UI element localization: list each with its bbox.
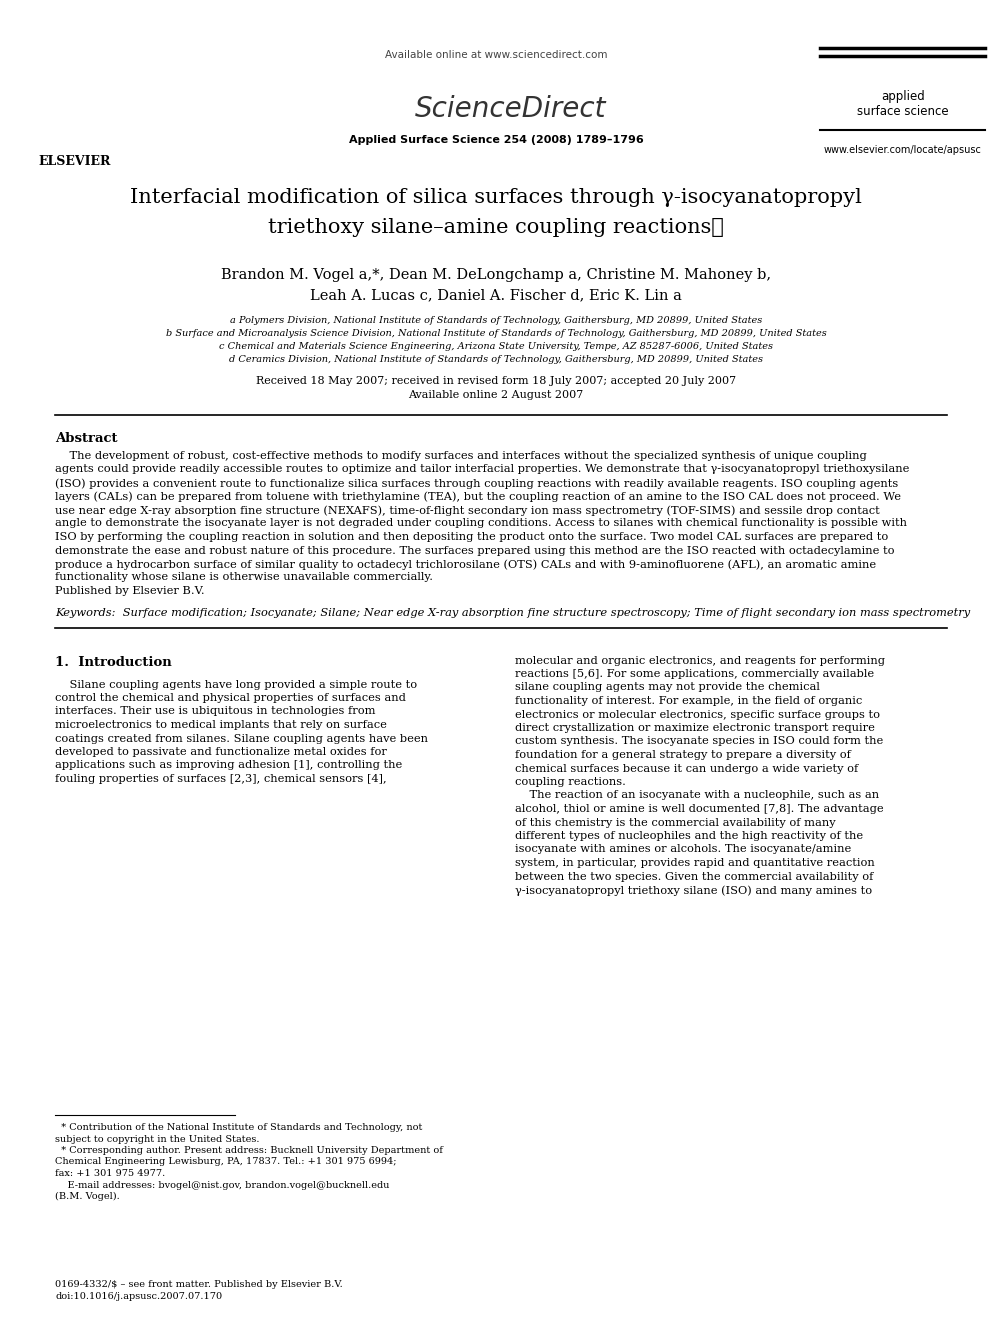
Text: Leah A. Lucas c, Daniel A. Fischer d, Eric K. Lin a: Leah A. Lucas c, Daniel A. Fischer d, Er…: [310, 288, 682, 302]
Text: b Surface and Microanalysis Science Division, National Institute of Standards of: b Surface and Microanalysis Science Divi…: [166, 329, 826, 337]
Text: Keywords:  Surface modification; Isocyanate; Silane; Near edge X-ray absorption : Keywords: Surface modification; Isocyana…: [55, 607, 970, 618]
Text: Brandon M. Vogel a,*, Dean M. DeLongchamp a, Christine M. Mahoney b,: Brandon M. Vogel a,*, Dean M. DeLongcham…: [221, 269, 771, 282]
Text: direct crystallization or maximize electronic transport require: direct crystallization or maximize elect…: [515, 722, 875, 733]
Text: developed to passivate and functionalize metal oxides for: developed to passivate and functionalize…: [55, 747, 387, 757]
Text: isocyanate with amines or alcohols. The isocyanate/amine: isocyanate with amines or alcohols. The …: [515, 844, 851, 855]
Text: agents could provide readily accessible routes to optimize and tailor interfacia: agents could provide readily accessible …: [55, 464, 910, 475]
Text: fouling properties of surfaces [2,3], chemical sensors [4],: fouling properties of surfaces [2,3], ch…: [55, 774, 387, 785]
Text: Received 18 May 2007; received in revised form 18 July 2007; accepted 20 July 20: Received 18 May 2007; received in revise…: [256, 376, 736, 386]
Text: Available online 2 August 2007: Available online 2 August 2007: [409, 390, 583, 400]
Text: * Corresponding author. Present address: Bucknell University Department of: * Corresponding author. Present address:…: [55, 1146, 442, 1155]
Text: 1.  Introduction: 1. Introduction: [55, 655, 172, 668]
Text: produce a hydrocarbon surface of similar quality to octadecyl trichlorosilane (O: produce a hydrocarbon surface of similar…: [55, 560, 876, 570]
Text: applications such as improving adhesion [1], controlling the: applications such as improving adhesion …: [55, 761, 402, 770]
Text: The reaction of an isocyanate with a nucleophile, such as an: The reaction of an isocyanate with a nuc…: [515, 791, 879, 800]
Text: functionality whose silane is otherwise unavailable commercially.: functionality whose silane is otherwise …: [55, 573, 433, 582]
Text: coupling reactions.: coupling reactions.: [515, 777, 626, 787]
Text: layers (CALs) can be prepared from toluene with triethylamine (TEA), but the cou: layers (CALs) can be prepared from tolue…: [55, 492, 901, 501]
Text: www.elsevier.com/locate/apsusc: www.elsevier.com/locate/apsusc: [824, 146, 982, 155]
Text: (B.M. Vogel).: (B.M. Vogel).: [55, 1192, 120, 1201]
Text: chemical surfaces because it can undergo a wide variety of: chemical surfaces because it can undergo…: [515, 763, 858, 774]
Text: control the chemical and physical properties of surfaces and: control the chemical and physical proper…: [55, 693, 406, 703]
Text: foundation for a general strategy to prepare a diversity of: foundation for a general strategy to pre…: [515, 750, 851, 759]
Text: ISO by performing the coupling reaction in solution and then depositing the prod: ISO by performing the coupling reaction …: [55, 532, 888, 542]
Text: custom synthesis. The isocyanate species in ISO could form the: custom synthesis. The isocyanate species…: [515, 737, 883, 746]
Text: Chemical Engineering Lewisburg, PA, 17837. Tel.: +1 301 975 6994;: Chemical Engineering Lewisburg, PA, 1783…: [55, 1158, 397, 1167]
Text: a Polymers Division, National Institute of Standards of Technology, Gaithersburg: a Polymers Division, National Institute …: [230, 316, 762, 325]
Text: The development of robust, cost-effective methods to modify surfaces and interfa: The development of robust, cost-effectiv…: [55, 451, 867, 460]
Text: interfaces. Their use is ubiquitous in technologies from: interfaces. Their use is ubiquitous in t…: [55, 706, 376, 717]
Text: of this chemistry is the commercial availability of many: of this chemistry is the commercial avai…: [515, 818, 835, 827]
Text: Interfacial modification of silica surfaces through γ-isocyanatopropyl: Interfacial modification of silica surfa…: [130, 188, 862, 206]
Text: Published by Elsevier B.V.: Published by Elsevier B.V.: [55, 586, 204, 595]
Text: γ-isocyanatopropyl triethoxy silane (ISO) and many amines to: γ-isocyanatopropyl triethoxy silane (ISO…: [515, 885, 872, 896]
Text: ELSEVIER: ELSEVIER: [39, 155, 111, 168]
Text: d Ceramics Division, National Institute of Standards of Technology, Gaithersburg: d Ceramics Division, National Institute …: [229, 355, 763, 364]
Text: microelectronics to medical implants that rely on surface: microelectronics to medical implants tha…: [55, 720, 387, 730]
Text: subject to copyright in the United States.: subject to copyright in the United State…: [55, 1135, 260, 1143]
Text: coatings created from silanes. Silane coupling agents have been: coatings created from silanes. Silane co…: [55, 733, 428, 744]
Text: system, in particular, provides rapid and quantitative reaction: system, in particular, provides rapid an…: [515, 859, 875, 868]
Text: Available online at www.sciencedirect.com: Available online at www.sciencedirect.co…: [385, 50, 607, 60]
Text: angle to demonstrate the isocyanate layer is not degraded under coupling conditi: angle to demonstrate the isocyanate laye…: [55, 519, 907, 528]
Text: different types of nucleophiles and the high reactivity of the: different types of nucleophiles and the …: [515, 831, 863, 841]
Text: doi:10.1016/j.apsusc.2007.07.170: doi:10.1016/j.apsusc.2007.07.170: [55, 1293, 222, 1301]
Text: reactions [5,6]. For some applications, commercially available: reactions [5,6]. For some applications, …: [515, 669, 874, 679]
Text: functionality of interest. For example, in the field of organic: functionality of interest. For example, …: [515, 696, 862, 706]
Text: applied
surface science: applied surface science: [857, 90, 948, 118]
Text: alcohol, thiol or amine is well documented [7,8]. The advantage: alcohol, thiol or amine is well document…: [515, 804, 884, 814]
Text: 0169-4332/$ – see front matter. Published by Elsevier B.V.: 0169-4332/$ – see front matter. Publishe…: [55, 1279, 343, 1289]
Text: Silane coupling agents have long provided a simple route to: Silane coupling agents have long provide…: [55, 680, 417, 689]
Text: c Chemical and Materials Science Engineering, Arizona State University, Tempe, A: c Chemical and Materials Science Enginee…: [219, 343, 773, 351]
Text: (ISO) provides a convenient route to functionalize silica surfaces through coupl: (ISO) provides a convenient route to fun…: [55, 478, 898, 488]
Text: triethoxy silane–amine coupling reactions☆: triethoxy silane–amine coupling reaction…: [268, 218, 724, 237]
Text: between the two species. Given the commercial availability of: between the two species. Given the comme…: [515, 872, 873, 881]
Text: ScienceDirect: ScienceDirect: [416, 95, 607, 123]
Text: Applied Surface Science 254 (2008) 1789–1796: Applied Surface Science 254 (2008) 1789–…: [348, 135, 644, 146]
Text: use near edge X-ray absorption fine structure (NEXAFS), time-of-flight secondary: use near edge X-ray absorption fine stru…: [55, 505, 880, 516]
Text: Abstract: Abstract: [55, 433, 117, 445]
Text: silane coupling agents may not provide the chemical: silane coupling agents may not provide t…: [515, 683, 819, 692]
Text: demonstrate the ease and robust nature of this procedure. The surfaces prepared : demonstrate the ease and robust nature o…: [55, 545, 895, 556]
Text: fax: +1 301 975 4977.: fax: +1 301 975 4977.: [55, 1170, 166, 1177]
Text: E-mail addresses: bvogel@nist.gov, brandon.vogel@bucknell.edu: E-mail addresses: bvogel@nist.gov, brand…: [55, 1180, 390, 1189]
Text: molecular and organic electronics, and reagents for performing: molecular and organic electronics, and r…: [515, 655, 885, 665]
Text: * Contribution of the National Institute of Standards and Technology, not: * Contribution of the National Institute…: [55, 1123, 423, 1132]
Text: electronics or molecular electronics, specific surface groups to: electronics or molecular electronics, sp…: [515, 709, 880, 720]
